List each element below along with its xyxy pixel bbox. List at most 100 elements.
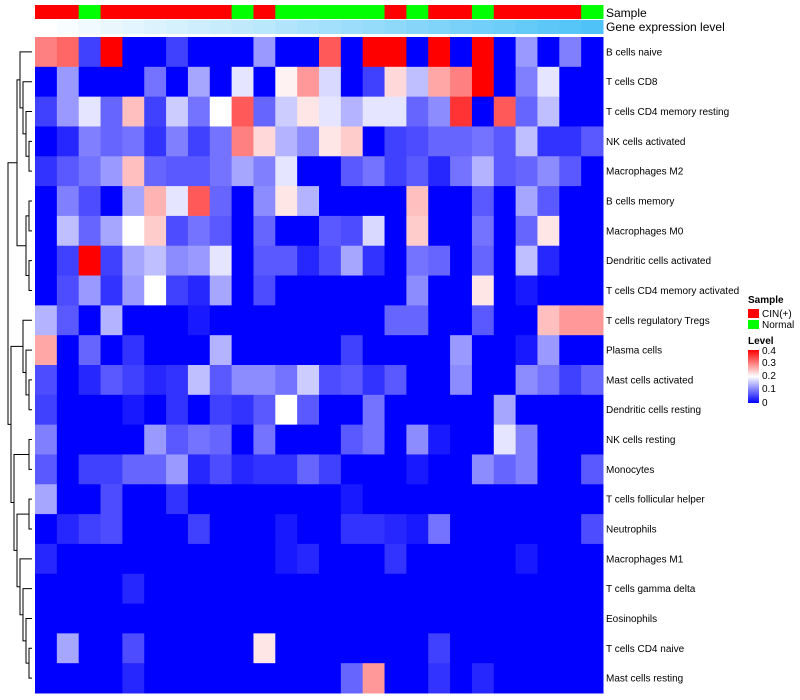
heatmap-cell <box>187 156 211 187</box>
heatmap-cell <box>166 603 189 634</box>
heatmap-cell <box>35 394 58 426</box>
heatmap-cell <box>537 215 560 247</box>
heatmap-cell <box>297 394 320 426</box>
heatmap-cell <box>559 633 582 664</box>
dendrogram-branch <box>28 439 32 470</box>
heatmap-cell <box>78 573 102 605</box>
heatmap-cell <box>362 245 386 277</box>
heatmap-cell <box>144 275 167 306</box>
heatmap-cell <box>428 66 451 98</box>
heatmap-cell <box>471 484 495 515</box>
heatmap-cell <box>122 573 145 605</box>
heatmap-cell <box>406 514 429 545</box>
dendrogram-branch <box>28 200 32 232</box>
heatmap-cell <box>406 37 429 68</box>
expression-anno-cell <box>362 20 386 34</box>
heatmap-cell <box>559 603 582 634</box>
legend-tick-0.3: 0.3 <box>762 358 776 369</box>
heatmap-cell <box>35 275 58 306</box>
heatmap-cell <box>428 37 451 68</box>
row-label: Dendritic cells activated <box>606 256 711 267</box>
expression-anno-cell <box>406 20 429 34</box>
heatmap-cell <box>275 96 298 127</box>
heatmap-cell <box>319 156 342 187</box>
heatmap-cell <box>515 514 538 545</box>
heatmap-cell <box>428 365 451 396</box>
heatmap-cell <box>384 424 407 455</box>
heatmap-cell <box>340 454 364 485</box>
heatmap-cell <box>187 484 211 515</box>
heatmap-cell <box>35 454 58 485</box>
heatmap-cell <box>471 275 495 306</box>
heatmap-cell <box>319 633 342 664</box>
heatmap-cell <box>231 305 254 336</box>
sample-anno-cell <box>384 5 407 19</box>
heatmap-cell <box>428 186 451 217</box>
heatmap-cell <box>78 454 102 485</box>
heatmap-cell <box>187 215 211 247</box>
heatmap-cell <box>35 603 58 634</box>
heatmap-cell <box>297 543 320 575</box>
heatmap-cell <box>209 37 233 68</box>
heatmap-cell <box>384 514 407 545</box>
heatmap-cell <box>559 573 582 605</box>
heatmap-cell <box>340 37 364 68</box>
heatmap-cell <box>297 215 320 247</box>
heatmap-cell <box>100 454 123 485</box>
heatmap-cell <box>166 37 189 68</box>
heatmap-cell <box>493 514 517 545</box>
heatmap-cell <box>559 454 582 485</box>
heatmap-cell <box>340 186 364 217</box>
heatmap-cell <box>275 454 298 485</box>
heatmap-cell <box>166 335 189 366</box>
heatmap-cell <box>581 37 604 68</box>
heatmap-cell <box>559 365 582 396</box>
heatmap-cell <box>428 484 451 515</box>
heatmap-cell <box>537 66 560 98</box>
heatmap-cell <box>450 66 473 98</box>
heatmap-cell <box>471 37 495 68</box>
heatmap-cell <box>209 96 233 127</box>
heatmap-cell <box>428 96 451 127</box>
heatmap-cell <box>384 96 407 127</box>
row-dendrogram <box>7 51 32 679</box>
heatmap-cell <box>144 365 167 396</box>
heatmap-cell <box>493 186 517 217</box>
heatmap-cell <box>35 66 58 98</box>
heatmap-cell <box>122 543 145 575</box>
heatmap-cell <box>559 37 582 68</box>
heatmap-cell <box>275 156 298 187</box>
row-label: Neutrophils <box>606 525 657 536</box>
heatmap-cell <box>515 66 538 98</box>
heatmap-cell <box>35 633 58 664</box>
heatmap-cell <box>515 335 538 366</box>
heatmap-cell <box>122 37 145 68</box>
legend-label-cin: CIN(+) <box>762 309 792 320</box>
heatmap-cell <box>581 543 604 575</box>
heatmap-cell <box>100 514 123 545</box>
heatmap-cell <box>537 424 560 455</box>
heatmap-cell <box>319 245 342 277</box>
heatmap-cell <box>297 663 320 694</box>
expression-anno-cell <box>559 20 582 34</box>
heatmap-cell <box>450 96 473 127</box>
row-label: B cells naive <box>606 47 663 58</box>
heatmap-cell <box>275 663 298 694</box>
heatmap-cell <box>493 215 517 247</box>
heatmap-cell <box>559 245 582 277</box>
sample-anno-cell <box>319 5 342 19</box>
legend-swatch-cin <box>748 309 759 318</box>
heatmap-cell <box>406 275 429 306</box>
heatmap-cell <box>144 156 167 187</box>
heatmap-cell <box>35 365 58 396</box>
heatmap-cell <box>166 305 189 336</box>
heatmap-cell <box>275 573 298 605</box>
heatmap-cell <box>406 603 429 634</box>
heatmap-cell <box>231 484 254 515</box>
heatmap-cell <box>537 156 560 187</box>
heatmap-cell <box>231 543 254 575</box>
heatmap-cell <box>35 37 58 68</box>
heatmap-cell <box>340 484 364 515</box>
heatmap-cell <box>362 394 386 426</box>
heatmap-cell <box>559 156 582 187</box>
